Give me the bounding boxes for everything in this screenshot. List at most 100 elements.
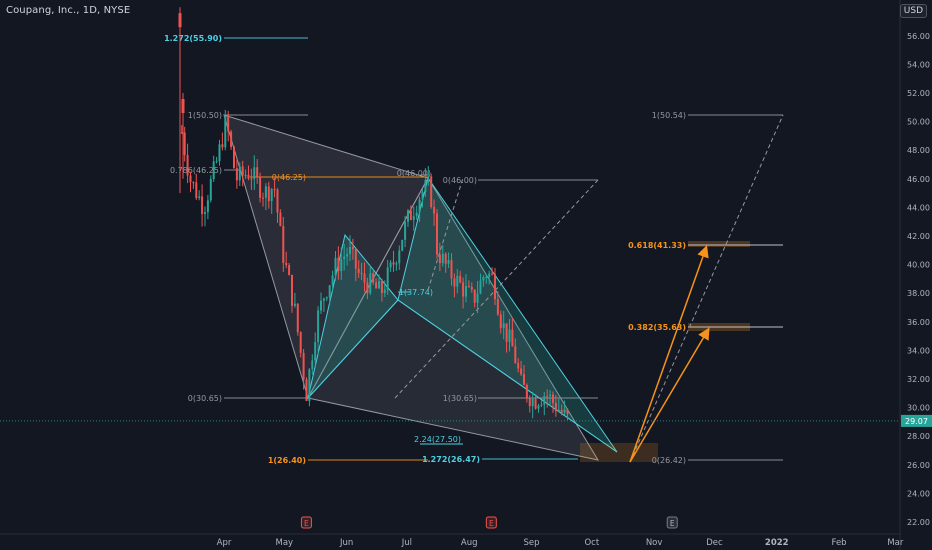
candle-body <box>299 332 302 353</box>
fib-level-label: 1(26.40) <box>268 456 306 465</box>
candle-body <box>282 226 285 263</box>
y-tick-label: 46.00 <box>907 175 930 184</box>
candle-body <box>221 144 224 148</box>
earnings-marker[interactable]: E <box>485 516 497 529</box>
candle-body <box>493 274 496 300</box>
candle-body <box>491 273 494 275</box>
candle-body <box>395 263 398 265</box>
candle-body <box>195 182 198 198</box>
candle-body <box>192 182 195 184</box>
y-tick-label: 40.00 <box>907 261 930 270</box>
candle-body <box>209 178 212 201</box>
candle-body <box>348 246 351 255</box>
candle-body <box>293 303 296 306</box>
candle-body <box>398 250 401 264</box>
candle-body <box>479 280 482 294</box>
earnings-marker-box <box>666 516 678 529</box>
candle-body <box>546 396 549 398</box>
candle-body <box>215 161 218 163</box>
candle-body <box>314 342 317 361</box>
fib-level-label: 1(30.65) <box>443 394 477 403</box>
candle-body <box>302 352 305 380</box>
candle-body <box>543 396 546 405</box>
fib-level-label: 1.272(55.90) <box>164 34 222 43</box>
candle-body <box>238 166 241 181</box>
candle-body <box>235 168 238 181</box>
y-tick-label: 28.00 <box>907 432 930 441</box>
candle-body <box>261 197 264 199</box>
y-tick-label: 56.00 <box>907 32 930 41</box>
candle-body <box>427 176 430 181</box>
target-arrow-1 <box>629 245 709 463</box>
candle-body <box>467 285 470 287</box>
candle-body <box>462 282 465 297</box>
candle-body <box>528 398 531 407</box>
candle-body <box>290 274 293 306</box>
y-tick-label: 38.00 <box>907 289 930 298</box>
target-zone-1 <box>688 241 750 247</box>
candle-body <box>476 293 479 303</box>
candle-body <box>551 394 554 403</box>
candle-body <box>435 213 438 255</box>
candle-body <box>386 267 389 290</box>
fib-level-label: 1.272(26.47) <box>422 455 480 464</box>
candle-body <box>259 176 262 198</box>
candle-body <box>531 398 534 407</box>
y-tick-label: 30.00 <box>907 404 930 413</box>
candle-body <box>354 249 357 269</box>
candle-body <box>308 369 311 402</box>
candle-body <box>554 402 557 412</box>
fib-level-label: 0.618(41.33) <box>628 241 686 250</box>
candle-body <box>331 275 334 286</box>
y-tick-label: 44.00 <box>907 203 930 212</box>
candle-body <box>537 405 540 409</box>
y-tick-label: 22.00 <box>907 518 930 527</box>
y-tick-label: 32.00 <box>907 375 930 384</box>
candle-body <box>450 260 453 279</box>
candle-body <box>244 175 247 177</box>
candle-body <box>525 384 528 399</box>
x-tick-label: Sep <box>524 538 540 548</box>
x-tick-label: Feb <box>832 538 847 548</box>
currency-button[interactable]: USD <box>899 4 927 18</box>
candle-body <box>444 253 447 264</box>
candle-body <box>549 394 552 397</box>
fib-level-label: 2.24(27.50) <box>414 435 461 444</box>
candle-body <box>485 277 488 279</box>
candle-body <box>401 239 404 251</box>
candle-body <box>412 216 415 220</box>
candle-body <box>502 323 505 329</box>
candle-body <box>360 272 363 274</box>
candle-body <box>404 221 407 240</box>
candle-body <box>227 116 230 132</box>
candle-body <box>267 186 270 202</box>
earnings-marker-label: E <box>489 519 494 528</box>
candle-body <box>470 286 473 290</box>
candle-body <box>206 200 209 213</box>
candle-body <box>392 262 395 265</box>
x-tick-label: Jul <box>401 538 412 548</box>
candle-body <box>201 196 204 215</box>
last-price-label: 29.07 <box>905 417 928 426</box>
earnings-marker[interactable]: E <box>666 516 678 529</box>
earnings-marker-label: E <box>304 519 309 528</box>
candle-body <box>488 273 491 278</box>
candle-body <box>343 256 346 260</box>
earnings-marker[interactable]: E <box>300 516 312 529</box>
candle-body <box>499 314 502 329</box>
candle-body <box>560 409 563 413</box>
candle-body <box>522 374 525 385</box>
candle-body <box>511 329 514 347</box>
y-tick-label: 54.00 <box>907 60 930 69</box>
candle-body <box>357 268 360 273</box>
candle-body <box>183 132 186 155</box>
target-zone <box>580 443 658 462</box>
candle-body <box>517 362 520 369</box>
candle-body <box>279 212 282 227</box>
projection-dashed-3 <box>629 114 784 463</box>
earnings-marker-label: E <box>670 519 675 528</box>
projection-dashed-1 <box>394 179 599 399</box>
candle-body <box>337 257 340 272</box>
candle-body <box>340 259 343 272</box>
